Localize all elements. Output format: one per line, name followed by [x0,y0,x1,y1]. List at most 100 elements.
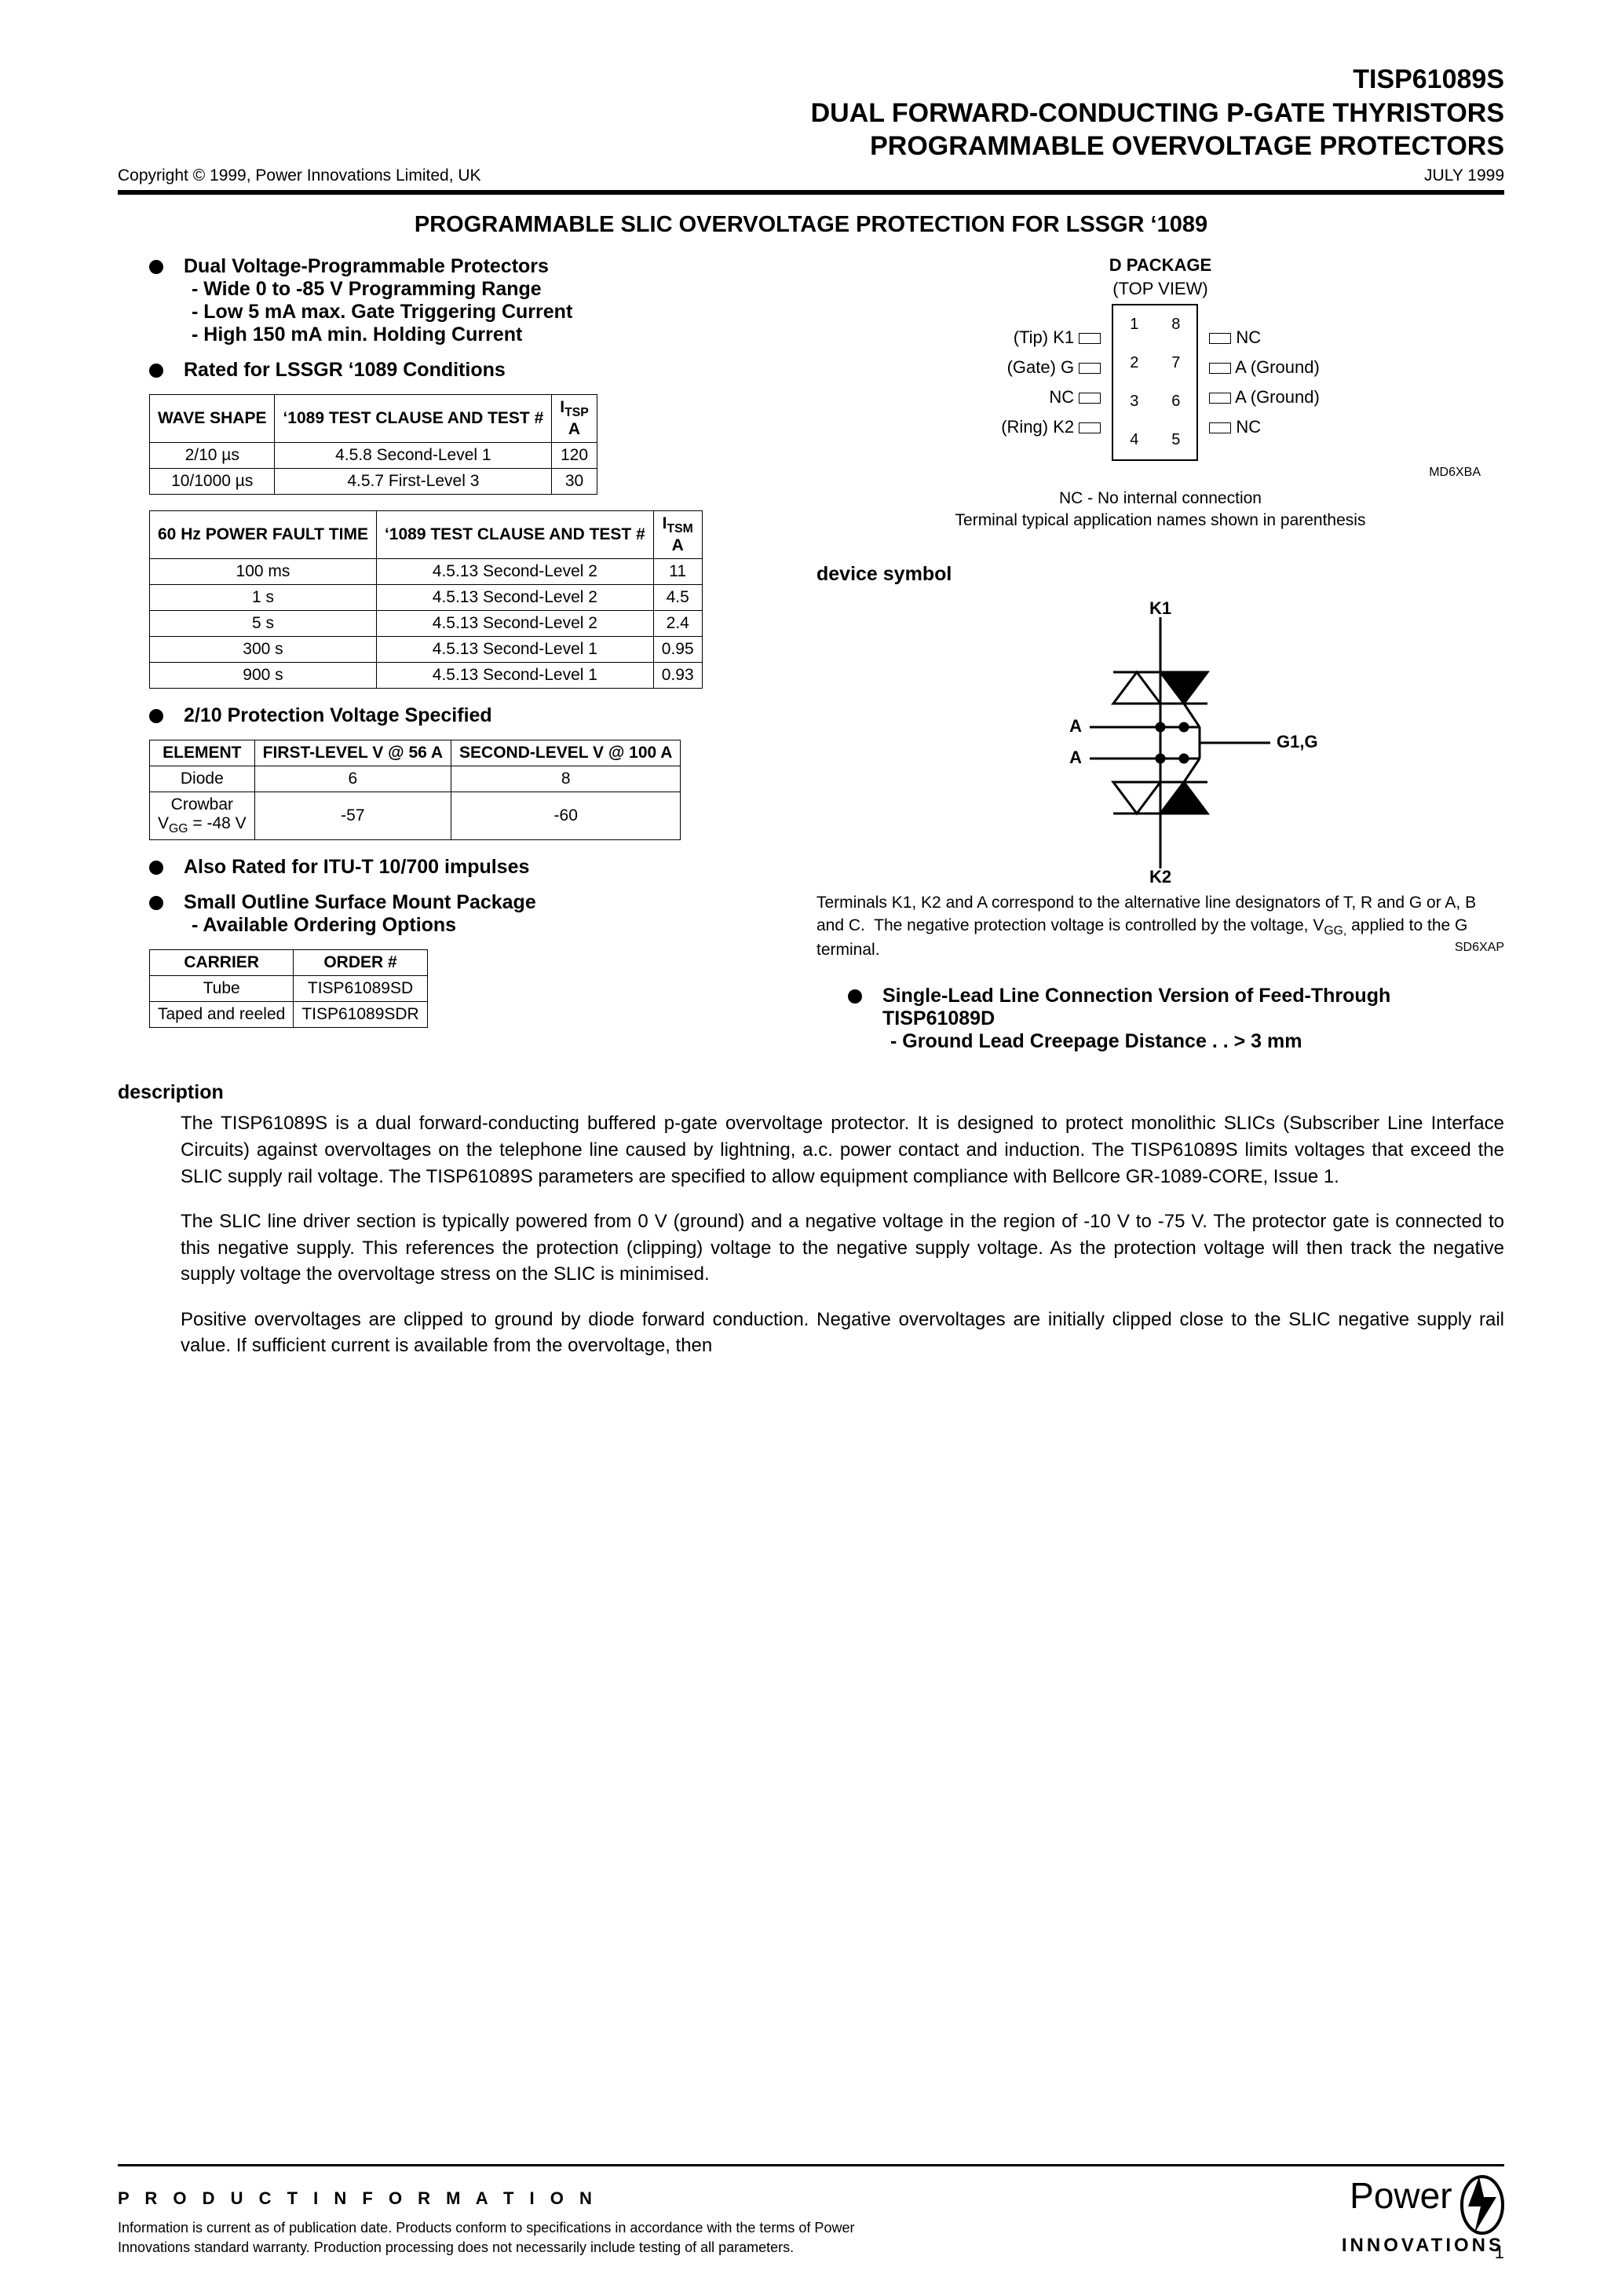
pin-number: 6 [1171,393,1180,411]
cell: 4.5.13 Second-Level 2 [376,610,653,636]
table-wave: WAVE SHAPE ‘1089 TEST CLAUSE AND TEST # … [149,394,597,495]
pin-number: 7 [1171,354,1180,372]
lightning-icon [1460,2175,1504,2235]
table-row: 1 s4.5.13 Second-Level 24.5 [150,584,703,610]
cell: TISP61089SDR [294,1002,427,1028]
cell: 11 [653,558,702,584]
package-note: NC - No internal connectionTerminal typi… [816,488,1504,532]
package-title-2: (TOP VIEW) [816,279,1504,299]
crowbar-l1: Crowbar [171,795,233,813]
table-power-h3-unit: A [672,536,684,554]
pin-right-label: NC [1209,417,1320,437]
pin-number: 3 [1130,393,1138,411]
table-row: Crowbar VGG = -48 V -57 -60 [150,792,681,839]
footer-note: Information is current as of publication… [118,2218,903,2257]
pin-left-label: (Tip) K1 [1001,327,1101,348]
pin-number: 5 [1171,431,1180,449]
cell: 4.5.13 Second-Level 1 [376,662,653,688]
feature-6a: - Ground Lead Creepage Distance . . > 3 … [890,1030,1504,1053]
cell: TISP61089SD [294,976,427,1002]
pinout-diagram: (Tip) K1 (Gate) G NC (Ring) K2 1 2 3 4 8 [816,304,1504,461]
brand-word-1: Power [1350,2175,1452,2216]
table-wave-h3-sub: TSP [564,406,589,419]
pin-number: 2 [1130,354,1138,372]
feature-2-title: Rated for LSSGR ‘1089 Conditions [184,359,746,382]
pin-left-label: NC [1001,387,1101,408]
pin-lead-icon [1209,363,1231,374]
sym-label-k2: K2 [1149,867,1171,884]
cell: -60 [451,792,681,839]
feature-1b: - Low 5 mA max. Gate Triggering Current [192,301,746,324]
table-row: TubeTISP61089SD [150,976,428,1002]
table-element-h1: ELEMENT [163,744,241,762]
feature-1c: - High 150 mA min. Holding Current [192,324,746,346]
feature-1-title: Dual Voltage-Programmable Protectors [184,255,746,278]
cell: 120 [552,442,597,468]
table-row: 300 s4.5.13 Second-Level 10.95 [150,636,703,662]
header-title-2: DUAL FORWARD-CONDUCTING P-GATE THYRISTOR… [118,97,1504,130]
table-element-h3: SECOND-LEVEL V @ 100 A [459,744,672,762]
pin-lead-icon [1079,333,1101,344]
pin-lead-icon [1079,422,1101,433]
chip-outline: 1 2 3 4 8 7 6 5 [1112,304,1198,461]
header-title-1: TISP61089S [118,63,1504,97]
pin-number: 4 [1130,431,1138,449]
feature-5: Small Outline Surface Mount Package - Av… [149,891,746,937]
table-wave-h1: WAVE SHAPE [158,409,266,427]
pin-lead-icon [1209,422,1231,433]
footer: P R O D U C T I N F O R M A T I O N Info… [118,2158,1504,2257]
table-element: ELEMENT FIRST-LEVEL V @ 56 A SECOND-LEVE… [149,740,681,840]
cell: 100 ms [150,558,377,584]
cell: -57 [254,792,451,839]
table-row: 10/1000 µs 4.5.7 First-Level 3 30 [150,468,597,494]
device-symbol-note: Terminals K1, K2 and A correspond to the… [816,892,1504,961]
pin-right-label: NC [1209,327,1320,348]
table-order: CARRIER ORDER # TubeTISP61089SD Taped an… [149,949,428,1028]
feature-6: Single-Lead Line Connection Version of F… [848,985,1504,1053]
sym-label-g: G1,G2 [1277,732,1317,751]
description-head: description [118,1081,1504,1104]
feature-6-title: Single-Lead Line Connection Version of F… [882,985,1504,1030]
description-p1: The TISP61089S is a dual forward-conduct… [181,1110,1504,1190]
pin-number: 8 [1171,316,1180,334]
table-row: 100 ms4.5.13 Second-Level 211 [150,558,703,584]
cell: 300 s [150,636,377,662]
product-information-label: P R O D U C T I N F O R M A T I O N [118,2188,903,2209]
table-power-h2: ‘1089 TEST CLAUSE AND TEST # [385,525,645,543]
copyright: Copyright © 1999, Power Innovations Limi… [118,166,481,185]
pin-left-label: (Ring) K2 [1001,417,1101,437]
feature-5-title: Small Outline Surface Mount Package [184,891,746,914]
feature-5a: - Available Ordering Options [192,914,746,937]
table-power: 60 Hz POWER FAULT TIME ‘1089 TEST CLAUSE… [149,510,703,689]
table-row: Diode 6 8 [150,766,681,792]
cell: Taped and reeled [150,1002,294,1028]
table-wave-h3-unit: A [568,420,580,438]
crowbar-l2-sub: GG [169,822,188,835]
pin-lead-icon [1209,393,1231,404]
cell: 2/10 µs [150,442,275,468]
cell: 0.95 [653,636,702,662]
header-rule [118,190,1504,195]
feature-3: 2/10 Protection Voltage Specified [149,704,746,727]
cell: 4.5.8 Second-Level 1 [275,442,552,468]
header-title-3: PROGRAMMABLE OVERVOLTAGE PROTECTORS [118,130,1504,163]
table-power-h1: 60 Hz POWER FAULT TIME [158,525,368,543]
feature-1: Dual Voltage-Programmable Protectors - W… [149,255,746,346]
table-row: Taped and reeledTISP61089SDR [150,1002,428,1028]
pin-lead-icon [1079,363,1101,374]
cell: 4.5.7 First-Level 3 [275,468,552,494]
cell: Diode [150,766,255,792]
pin-lead-icon [1079,393,1101,404]
cell: 0.93 [653,662,702,688]
cell: 30 [552,468,597,494]
cell: 6 [254,766,451,792]
cell: 4.5.13 Second-Level 2 [376,558,653,584]
symbol-code: SD6XAP [1455,939,1504,956]
package-title-1: D PACKAGE [816,255,1504,276]
package-code: MD6XBA [816,466,1504,480]
pin-left-label: (Gate) G [1001,357,1101,378]
cell: Tube [150,976,294,1002]
cell: 4.5 [653,584,702,610]
brand-word-2: INNOVATIONS [1342,2235,1504,2256]
table-power-h3-sub: TSM [667,522,693,536]
